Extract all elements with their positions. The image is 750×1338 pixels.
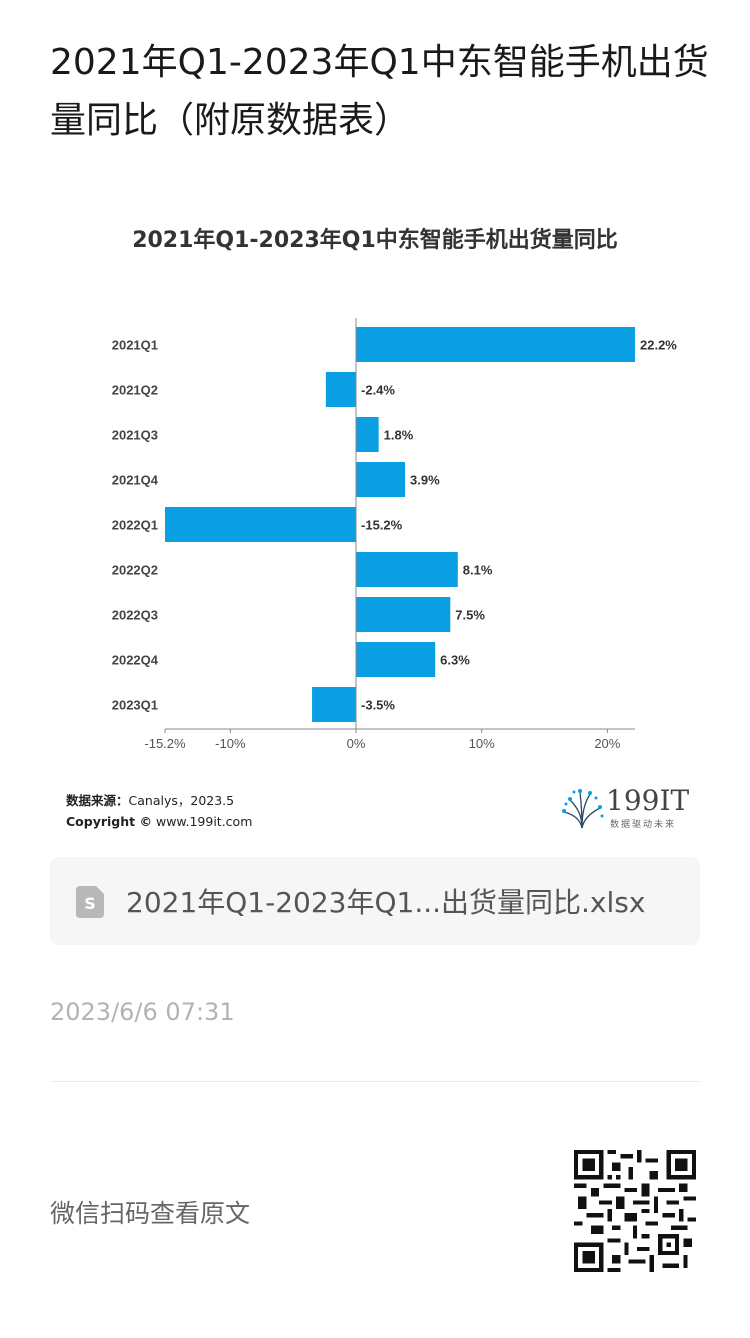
data-label: 6.3%	[440, 653, 470, 668]
qr-hint: 微信扫码查看原文	[50, 1199, 251, 1228]
bar	[356, 417, 379, 452]
bar	[325, 372, 357, 407]
data-label: -3.5%	[361, 698, 395, 713]
bar	[356, 597, 451, 632]
category-label: 2021Q1	[112, 338, 158, 353]
category-label: 2022Q3	[112, 608, 158, 623]
data-label: 3.9%	[410, 473, 440, 488]
copyright-text: www.199it.com	[155, 814, 253, 829]
x-tick-label: 0%	[347, 736, 366, 751]
category-label: 2021Q4	[112, 473, 159, 488]
dandelion-logo-icon	[562, 789, 604, 829]
category-label: 2022Q2	[112, 563, 158, 578]
divider	[50, 1081, 700, 1082]
category-label: 2022Q1	[112, 518, 158, 533]
qr-code-icon[interactable]	[574, 1150, 696, 1272]
logo-tagline: 数据驱动未来	[610, 820, 677, 830]
data-source-text: Canalys，2023.5	[128, 793, 235, 808]
copyright: Copyright © www.199it.com	[66, 811, 252, 832]
copyright-label: Copyright ©	[66, 814, 152, 829]
bar	[312, 687, 357, 722]
svg-text:S: S	[84, 894, 96, 913]
source-block: 数据来源：Canalys，2023.5 Copyright © www.199i…	[66, 790, 252, 832]
data-label: -2.4%	[361, 383, 395, 398]
category-label: 2023Q1	[112, 698, 158, 713]
data-source-label: 数据来源：	[66, 793, 129, 808]
spreadsheet-file-icon: S	[76, 886, 104, 918]
data-label: 1.8%	[384, 428, 414, 443]
attachment-file-name[interactable]: 2021年Q1-2023年Q1...出货量同比.xlsx	[126, 886, 646, 919]
bar	[356, 642, 436, 677]
data-label: 8.1%	[463, 563, 493, 578]
data-label: 22.2%	[640, 338, 677, 353]
logo-text: 199IT	[606, 784, 690, 817]
bar	[356, 552, 458, 587]
category-label: 2022Q4	[112, 653, 159, 668]
bar-chart: 2021Q1 22.2% 2021Q2 -2.4% 2021Q3 1.8% 2021Q4 3.…	[112, 318, 677, 751]
x-tick-label: -10%	[215, 736, 246, 751]
bar	[356, 462, 406, 497]
brand-logo: 199IT 数据驱动未来	[560, 784, 700, 832]
page-title: 2021年Q1-2023年Q1中东智能手机出货量同比（附原数据表）	[50, 42, 709, 141]
data-label: 7.5%	[455, 608, 485, 623]
x-tick-label: 10%	[469, 736, 495, 751]
bar	[165, 507, 357, 542]
data-source: 数据来源：Canalys，2023.5	[66, 790, 252, 811]
category-label: 2021Q3	[112, 428, 158, 443]
chart-title: 2021年Q1-2023年Q1中东智能手机出货量同比	[132, 228, 618, 253]
category-label: 2021Q2	[112, 383, 158, 398]
data-label: -15.2%	[361, 518, 403, 533]
attachment-card[interactable]: S 2021年Q1-2023年Q1...出货量同比.xlsx	[50, 857, 700, 945]
x-tick-label: 20%	[594, 736, 620, 751]
timestamp: 2023/6/6 07:31	[50, 998, 235, 1026]
x-tick-label: -15.2%	[144, 736, 186, 751]
bar	[356, 327, 635, 362]
